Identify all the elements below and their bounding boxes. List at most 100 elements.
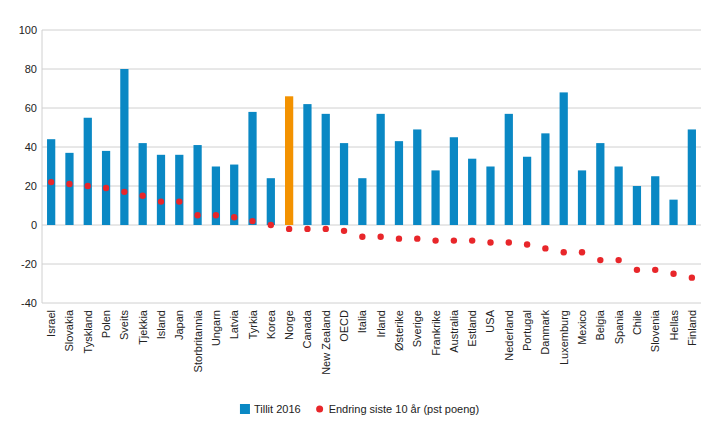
bar bbox=[669, 200, 677, 225]
bar bbox=[541, 133, 549, 225]
x-tick-label: Frankrike bbox=[430, 310, 442, 356]
point bbox=[597, 257, 603, 263]
bar bbox=[505, 114, 513, 225]
bar bbox=[560, 92, 568, 225]
y-tick-label: 100 bbox=[19, 24, 37, 36]
point bbox=[304, 226, 310, 232]
bar bbox=[377, 114, 385, 225]
bar bbox=[578, 170, 586, 225]
x-tick-label: Sveits bbox=[118, 310, 130, 340]
x-tick-label: Korea bbox=[265, 309, 277, 339]
bar bbox=[175, 155, 183, 225]
point bbox=[451, 237, 457, 243]
bar bbox=[65, 153, 73, 225]
x-tick-label: Israel bbox=[45, 310, 57, 337]
bar bbox=[395, 141, 403, 225]
point bbox=[396, 235, 402, 241]
chart: -40-20020406080100IsraelSlovakiaTyskland… bbox=[0, 0, 719, 425]
legend-swatch bbox=[240, 404, 250, 414]
point bbox=[377, 234, 383, 240]
bar bbox=[633, 186, 641, 225]
bar bbox=[615, 167, 623, 226]
point bbox=[286, 226, 292, 232]
point bbox=[158, 198, 164, 204]
legend-label: Tillit 2016 bbox=[254, 403, 301, 415]
x-tick-label: Nederland bbox=[503, 310, 515, 361]
x-tick-label: Chile bbox=[631, 310, 643, 335]
x-tick-label: Spania bbox=[613, 309, 625, 344]
grid-line bbox=[42, 264, 701, 265]
y-tick-label: 80 bbox=[25, 63, 37, 75]
legend-item: Endring siste 10 år (pst poeng) bbox=[316, 403, 479, 415]
point bbox=[359, 234, 365, 240]
x-tick-label: Island bbox=[155, 310, 167, 339]
x-tick-label: Latvia bbox=[228, 309, 240, 339]
bar bbox=[486, 167, 494, 226]
point bbox=[85, 183, 91, 189]
x-tick-label: Sverige bbox=[411, 310, 423, 347]
point bbox=[66, 181, 72, 187]
point bbox=[469, 237, 475, 243]
point bbox=[194, 212, 200, 218]
bar bbox=[120, 69, 128, 225]
x-tick-label: Tjekkia bbox=[137, 309, 149, 345]
point bbox=[652, 267, 658, 273]
bar bbox=[413, 129, 421, 225]
point bbox=[579, 249, 585, 255]
x-tick-label: Storbritannia bbox=[192, 309, 204, 372]
x-tick-label: Østerike bbox=[393, 310, 405, 351]
legend: Tillit 2016 Endring siste 10 år (pst poen… bbox=[240, 403, 479, 415]
y-tick-label: 40 bbox=[25, 141, 37, 153]
bar bbox=[267, 178, 275, 225]
bar bbox=[322, 114, 330, 225]
bar bbox=[139, 143, 147, 225]
y-tick-label: -40 bbox=[21, 297, 37, 309]
point bbox=[542, 245, 548, 251]
point bbox=[268, 222, 274, 228]
point bbox=[634, 267, 640, 273]
x-tick-label: USA bbox=[484, 309, 496, 332]
y-tick-label: 60 bbox=[25, 102, 37, 114]
grid-line bbox=[42, 303, 701, 304]
bar bbox=[84, 118, 92, 225]
grid-line bbox=[42, 108, 701, 109]
grid-line bbox=[42, 69, 701, 70]
legend-item: Tillit 2016 bbox=[240, 403, 301, 415]
x-tick-label: Australia bbox=[448, 309, 460, 353]
x-tick-label: Tyrkia bbox=[247, 309, 259, 339]
y-axis bbox=[42, 30, 43, 303]
point bbox=[139, 193, 145, 199]
point bbox=[231, 214, 237, 220]
bar bbox=[285, 96, 293, 225]
grid-line bbox=[42, 30, 701, 31]
point bbox=[213, 212, 219, 218]
bar bbox=[212, 167, 220, 226]
point bbox=[103, 185, 109, 191]
x-tick-label: Hellas bbox=[668, 310, 680, 341]
x-tick-label: Tyskland bbox=[82, 310, 94, 353]
x-tick-label: Portugal bbox=[521, 310, 533, 351]
x-tick-label: OECD bbox=[338, 310, 350, 342]
bar bbox=[431, 170, 439, 225]
bar bbox=[157, 155, 165, 225]
point bbox=[670, 271, 676, 277]
bar bbox=[688, 129, 696, 225]
point bbox=[48, 179, 54, 185]
x-tick-label: Ungarn bbox=[210, 310, 222, 346]
x-tick-label: Italia bbox=[356, 309, 368, 333]
point bbox=[689, 274, 695, 280]
x-tick-label: Slovenia bbox=[649, 309, 661, 352]
bar bbox=[651, 176, 659, 225]
x-tick-label: Canada bbox=[301, 309, 313, 348]
bar bbox=[230, 165, 238, 225]
bar bbox=[450, 137, 458, 225]
x-tick-label: Finland bbox=[686, 310, 698, 346]
point bbox=[341, 228, 347, 234]
bar bbox=[468, 159, 476, 225]
x-tick-label: Japan bbox=[173, 310, 185, 340]
point bbox=[506, 239, 512, 245]
point bbox=[432, 237, 438, 243]
bar bbox=[193, 145, 201, 225]
x-tick-label: Slovakia bbox=[63, 309, 75, 351]
legend-label: Endring siste 10 år (pst poeng) bbox=[329, 403, 479, 415]
